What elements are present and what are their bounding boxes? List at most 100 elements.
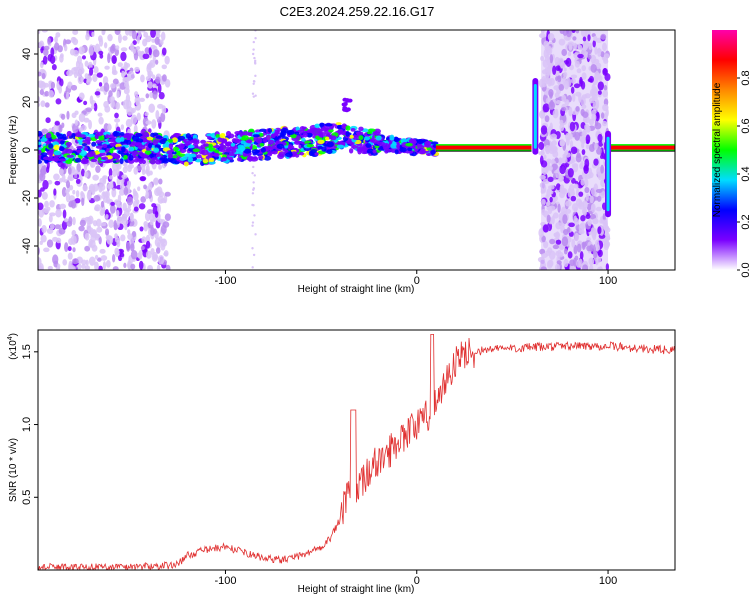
ridge-blob [166, 150, 174, 155]
noise-blob [139, 226, 144, 232]
noise-blob [88, 45, 94, 56]
noise-dot [251, 224, 254, 227]
noise-blob [552, 244, 560, 250]
noise-blob [148, 46, 152, 56]
ridge-blob [38, 159, 43, 164]
ridge-blob [40, 138, 48, 142]
noise-blob [573, 215, 578, 224]
spectrogram-panel: -100 0 100 -40 -20 0 20 40 Height of straight l… [8, 29, 676, 295]
colorbar: 0.0 0.2 0.4 0.6 0.8 Normalized spectral ampl… [712, 30, 750, 278]
noise-blob [596, 266, 603, 270]
ridge-blob [364, 136, 370, 141]
ridge-blob [113, 131, 121, 137]
noise-blob [593, 35, 598, 42]
noise-blob [575, 30, 580, 34]
noise-blob [102, 191, 109, 198]
noise-blob [130, 263, 136, 270]
ridge-blob [306, 132, 313, 138]
noise-blob [590, 187, 598, 197]
noise-blob [59, 168, 64, 176]
noise-blob [581, 241, 587, 248]
noise-blob [121, 174, 128, 179]
ridge-blob [179, 157, 186, 161]
noise-blob [582, 129, 587, 136]
noise-blob [597, 249, 603, 258]
noise-blob [577, 53, 584, 59]
noise-blob [39, 61, 44, 69]
noise-blob [112, 169, 117, 178]
noise-blob [102, 175, 107, 185]
noise-blob [88, 242, 93, 248]
ridge-blob [252, 151, 257, 156]
noise-blob [125, 118, 133, 128]
noise-blob [590, 109, 597, 116]
noise-blob [587, 34, 591, 42]
noise-blob [51, 127, 56, 133]
noise-blob [122, 35, 128, 41]
ridge-blob [242, 153, 248, 157]
noise-blob [56, 263, 61, 269]
ridge-blob [366, 131, 373, 135]
noise-blob [117, 62, 123, 68]
noise-blob [46, 239, 54, 248]
noise-blob [570, 86, 575, 94]
noise-dot [252, 165, 255, 169]
ridge-blob [263, 156, 272, 161]
noise-blob [563, 71, 568, 78]
noise-blob [571, 163, 579, 168]
ridge-blob [317, 139, 325, 145]
noise-blob [152, 90, 158, 100]
ridge-blob [76, 145, 84, 149]
ridge-blob [351, 145, 359, 149]
ridge-blob [83, 147, 89, 151]
spectrogram-ylabel: Frequency (Hz) [8, 116, 19, 185]
noise-blob [540, 55, 545, 62]
noise-blob [597, 47, 602, 57]
noise-blob [126, 196, 134, 206]
noise-blob [100, 222, 107, 227]
noise-blob [124, 81, 129, 88]
ridge-blob [218, 147, 226, 153]
noise-blob [538, 33, 546, 39]
ridge-blob [153, 147, 160, 153]
noise-blob [74, 197, 81, 204]
noise-blob [548, 165, 553, 171]
ridge-blob [342, 102, 348, 107]
noise-dot [252, 40, 255, 44]
noise-blob [139, 97, 145, 102]
noise-blob [65, 189, 69, 194]
ridge-blob [96, 131, 103, 137]
ridge-blob [95, 140, 102, 144]
noise-blob [89, 95, 94, 105]
ridge-blob [255, 137, 263, 144]
noise-blob [44, 102, 50, 108]
noise-blob [78, 113, 86, 123]
noise-blob [584, 158, 590, 169]
ridge-blob [243, 142, 251, 148]
noise-blob [155, 247, 161, 254]
ridge-blob [326, 149, 333, 155]
noise-blob [157, 218, 164, 223]
noise-blob [145, 35, 152, 43]
ridge-blob [239, 145, 246, 152]
noise-blob [592, 40, 596, 48]
noise-blob [553, 232, 561, 238]
noise-blob [596, 195, 602, 202]
x-tick-label: 0 [414, 275, 420, 287]
noise-blob [85, 33, 90, 41]
noise-blob [154, 36, 160, 46]
ridge-blob [206, 136, 212, 140]
ridge-blob [293, 140, 301, 145]
noise-blob [147, 81, 153, 89]
ridge-blob [315, 135, 320, 140]
noise-blob [580, 30, 588, 38]
noise-blob [594, 70, 600, 81]
noise-blob [84, 232, 90, 241]
ridge-blob [104, 159, 112, 164]
noise-blob [49, 223, 55, 230]
noise-blob [571, 238, 576, 248]
noise-blob [72, 49, 79, 57]
ridge-blob [138, 158, 143, 165]
noise-blob [551, 146, 558, 151]
noise-blob [83, 100, 88, 106]
